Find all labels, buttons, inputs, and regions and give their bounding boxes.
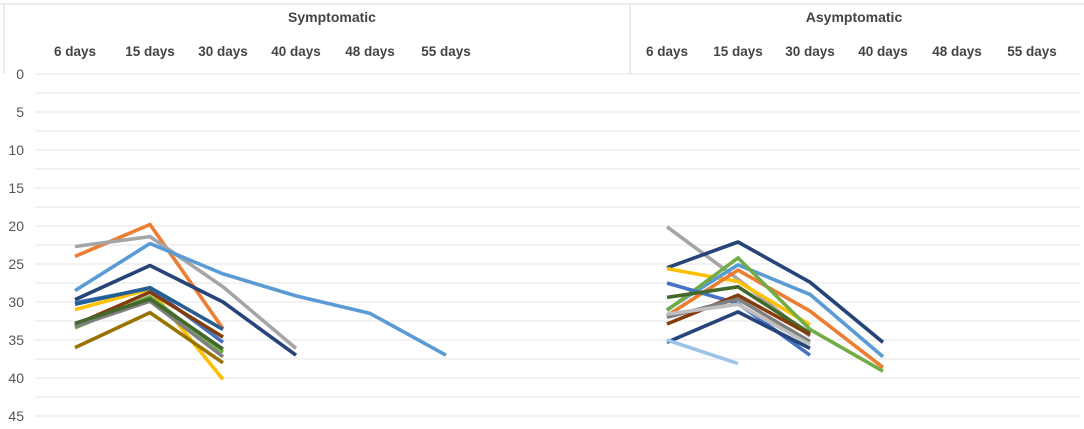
series-line	[74, 299, 225, 359]
y-tick-label: 15	[8, 180, 24, 196]
header-frame	[0, 3, 1084, 74]
x-category-label: 55 days	[1007, 44, 1057, 59]
y-tick-label: 35	[8, 332, 24, 348]
series-line	[665, 256, 884, 373]
series-lines	[74, 222, 885, 381]
x-category-label: 30 days	[198, 44, 248, 59]
series-line	[666, 240, 885, 344]
y-tick-label: 40	[8, 370, 24, 386]
y-tick-label: 0	[16, 66, 24, 82]
y-tick-label: 5	[16, 104, 24, 120]
x-category-label: 30 days	[785, 44, 835, 59]
x-category-label: 40 days	[858, 44, 908, 59]
series-line	[666, 293, 811, 337]
series-line	[666, 338, 739, 366]
series-line	[74, 285, 224, 331]
x-category-label: 48 days	[932, 44, 982, 59]
x-category-label: 6 days	[646, 44, 688, 59]
series-line	[666, 263, 885, 359]
series-line	[74, 310, 225, 365]
y-tick-label: 20	[8, 218, 24, 234]
series-line	[74, 297, 225, 351]
x-category-label: 55 days	[421, 44, 471, 59]
x-category-label: 40 days	[271, 44, 321, 59]
gridlines	[35, 73, 1080, 417]
x-category-label: 15 days	[713, 44, 763, 59]
series-line	[666, 302, 811, 347]
panel-title: Symptomatic	[288, 9, 376, 25]
y-tick-label: 30	[8, 294, 24, 310]
y-tick-label: 25	[8, 256, 24, 272]
x-category-label: 15 days	[125, 44, 175, 59]
series-line	[666, 266, 811, 327]
series-line	[74, 241, 447, 357]
panel-title: Asymptomatic	[806, 9, 903, 25]
series-line	[666, 310, 811, 351]
y-tick-label: 45	[8, 408, 24, 424]
series-line	[74, 222, 225, 330]
series-line	[666, 285, 811, 335]
x-category-label: 6 days	[54, 44, 96, 59]
x-category-label: 48 days	[345, 44, 395, 59]
y-tick-label: 10	[8, 142, 24, 158]
series-line	[74, 263, 298, 357]
labels: 0 5 10 15 20 25 30 35 40 45 Symptomatic 6 days 15 da…	[8, 9, 1056, 424]
series-line	[74, 234, 298, 350]
